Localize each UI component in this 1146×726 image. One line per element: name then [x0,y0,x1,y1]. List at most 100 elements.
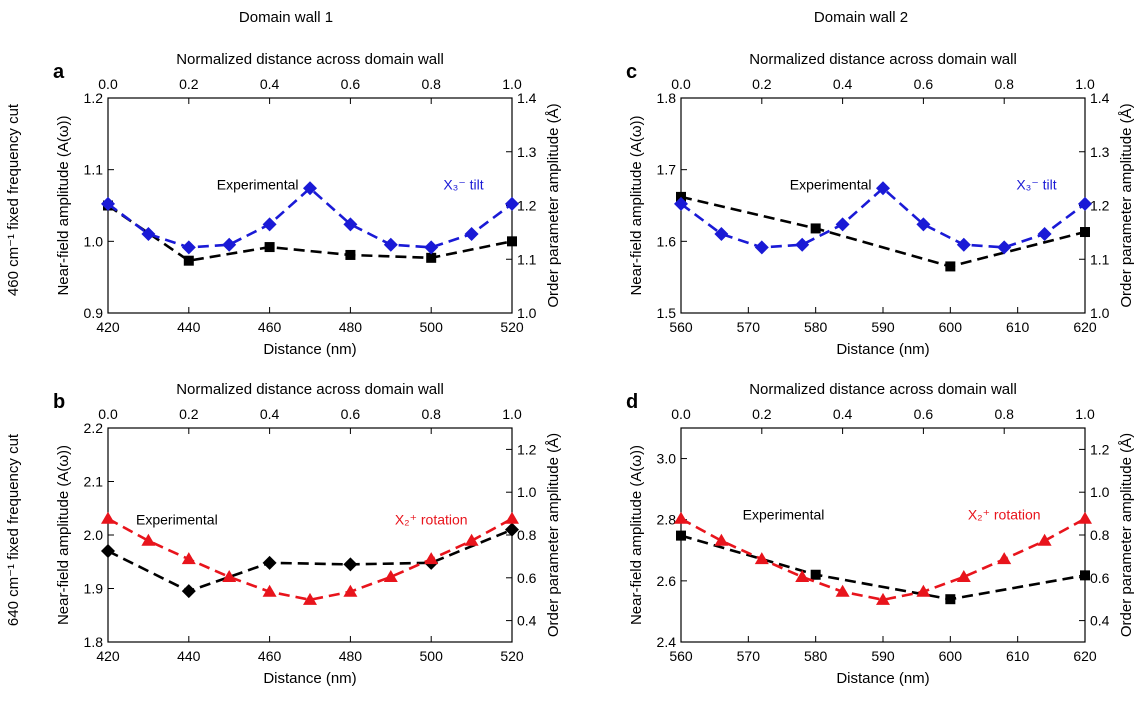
data-point-diamond [262,555,277,570]
column-title-2: Domain wall 2 [814,9,908,26]
y-tick-label: 3.0 [657,451,677,467]
data-point-square [426,252,437,263]
x2-tick-label: 0.4 [833,76,853,92]
x-tick-label: 610 [1006,319,1030,335]
data-point-square [264,242,275,253]
x-tick-label: 460 [258,648,282,664]
data-point-diamond [876,181,890,196]
x-tick-label: 580 [804,319,828,335]
x-axis-label: Distance (nm) [263,341,356,358]
annotation-0: Experimental [743,507,825,523]
data-point-diamond [505,196,519,211]
x2-tick-label: 0.0 [98,76,118,92]
plot-frame [680,427,1086,643]
data-point-square [345,249,356,260]
data-point-triangle [383,569,398,582]
data-point-diamond [262,217,277,232]
annotation-0: Experimental [136,511,218,527]
x2-tick-label: 0.2 [752,406,772,422]
x2-axis-label: Normalized distance across domain wall [176,381,444,398]
data-point-triangle [181,552,196,565]
data-point-triangle [424,552,439,565]
annotation-1: X₂⁺ rotation [968,507,1041,523]
data-point-diamond [835,217,850,232]
x-tick-label: 560 [669,648,693,664]
y-tick-label: 2.1 [84,474,104,490]
x-tick-label: 520 [500,648,524,664]
y-tick-label: 2.6 [657,573,677,589]
data-point-diamond [795,237,810,252]
panel-label: b [53,391,65,413]
x-axis-label: Distance (nm) [836,341,929,358]
data-point-diamond [343,557,358,572]
x-tick-label: 420 [96,319,120,335]
data-point-diamond [505,522,519,537]
x2-tick-label: 0.0 [671,406,691,422]
data-point-triangle [674,511,688,524]
series-line [107,186,513,249]
y-tick-label: 2.4 [657,634,677,650]
data-point-diamond [754,240,769,255]
x-tick-label: 480 [339,648,363,664]
series-line [680,517,1086,602]
data-point-square [507,236,517,247]
data-point-triangle [795,569,810,582]
data-point-triangle [222,569,237,582]
y2-tick-label: 1.1 [1090,251,1110,267]
x2-tick-label: 0.4 [833,406,853,422]
data-point-triangle [876,592,890,605]
x-tick-label: 570 [737,648,761,664]
data-point-square [810,223,821,234]
data-point-square [945,594,956,605]
y-axis-label: Near-field amplitude (A(ω)) [628,115,645,295]
x-tick-label: 590 [871,319,895,335]
data-point-diamond [141,226,156,241]
data-point-diamond [916,217,931,232]
y-axis-label: Near-field amplitude (A(ω)) [628,445,645,625]
panels: 420 440 460 480 500 520 0.0 0.2 0.4 0.6 0.8 1.0 0.9 1… [53,51,1135,687]
data-point-square [183,255,194,266]
y-axis-label: Near-field amplitude (A(ω)) [55,115,72,295]
series-line [107,517,513,602]
annotation-1: X₂⁺ rotation [395,511,468,527]
data-point-triangle [303,592,317,605]
y2-axis-label: Order parameter amplitude (Å) [545,103,562,307]
y-tick-label: 2.2 [84,420,104,436]
series-0 [676,191,1090,272]
column-title-1: Domain wall 1 [239,9,333,26]
data-point-diamond [303,181,317,196]
data-point-triangle [101,511,115,524]
x-tick-label: 620 [1073,648,1097,664]
x2-tick-label: 0.2 [179,76,199,92]
y2-tick-label: 0.4 [1090,613,1110,629]
panel-a: 420 440 460 480 500 520 0.0 0.2 0.4 0.6 0.8 1.0 0.9 1… [53,51,562,358]
data-point-diamond [956,237,971,252]
data-point-diamond [181,584,196,599]
x-tick-label: 500 [420,648,444,664]
series-1 [101,511,519,605]
x2-axis-label: Normalized distance across domain wall [749,381,1017,398]
series-1 [101,181,519,255]
data-point-diamond [101,196,115,211]
y-tick-label: 2.8 [657,512,677,528]
y-axis-label: Near-field amplitude (A(ω)) [55,445,72,625]
plot-frame [680,97,1086,314]
data-point-triangle [916,584,931,597]
x2-axis-label: Normalized distance across domain wall [176,51,444,68]
annotation-1: X₃⁻ tilt [1016,176,1056,192]
plot-frame [107,427,513,643]
x2-tick-label: 1.0 [1075,76,1095,92]
x2-tick-label: 0.4 [260,406,280,422]
y2-tick-label: 1.2 [1090,441,1110,457]
data-point-triangle [714,533,729,546]
x2-tick-label: 0.8 [421,406,441,422]
data-point-diamond [424,240,439,255]
x2-tick-label: 0.0 [671,76,691,92]
y2-tick-label: 0.8 [1090,527,1110,543]
plot-frame [107,97,513,314]
x-tick-label: 600 [939,319,963,335]
data-point-triangle [505,511,519,524]
x-tick-label: 590 [871,648,895,664]
x-tick-label: 480 [339,319,363,335]
data-point-diamond [997,240,1012,255]
